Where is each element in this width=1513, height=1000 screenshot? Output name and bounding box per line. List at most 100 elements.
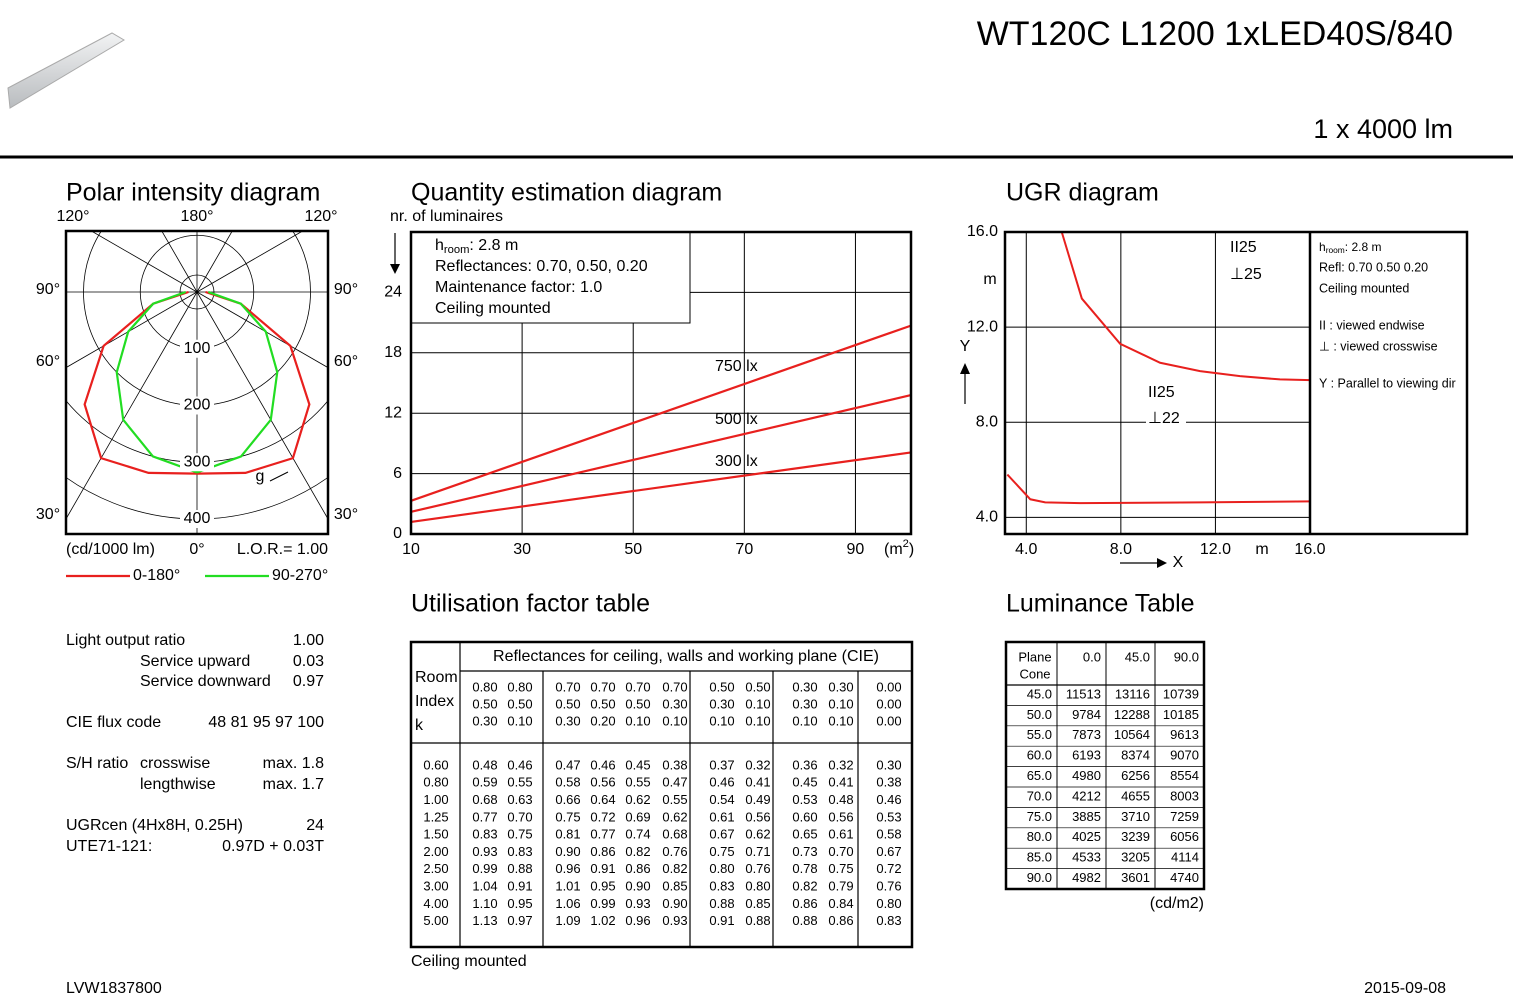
lor: L.O.R.= 1.00 — [237, 541, 328, 558]
reflectance: 0.30 — [555, 713, 580, 728]
utilisation-factor: 0.80 — [876, 896, 901, 911]
reflectance: 0.30 — [792, 696, 817, 711]
utilisation-factor: 0.75 — [507, 827, 532, 842]
utilisation-factor: 0.32 — [745, 757, 770, 772]
utilisation-factor: 0.97 — [507, 913, 532, 928]
utilisation-factor: 0.86 — [590, 844, 615, 859]
utilisation-factor: 0.36 — [792, 757, 817, 772]
utilisation-factor: 0.75 — [555, 809, 580, 824]
utilisation-factor: 0.56 — [828, 809, 853, 824]
luminance-value: 4114 — [1171, 850, 1199, 865]
luminance-value: 9070 — [1170, 748, 1199, 763]
utilisation-factor: 0.62 — [745, 827, 770, 842]
product-title: WT120C L1200 1xLED40S/840 — [977, 15, 1453, 53]
utilisation-factor: 0.61 — [709, 809, 734, 824]
ring-label-bg — [180, 396, 214, 415]
utilisation-factor: 0.85 — [745, 896, 770, 911]
reflectance: 0.50 — [590, 696, 615, 711]
utilisation-factor: 0.58 — [555, 775, 580, 790]
intensity-curve — [196, 290, 311, 475]
utilisation-factor: 0.83 — [876, 913, 901, 928]
utilisation-factor: 0.82 — [625, 844, 650, 859]
radial-line — [196, 291, 328, 369]
luminaire-image — [7, 32, 125, 109]
utilisation-factor: 0.56 — [745, 809, 770, 824]
ring-label-bg — [180, 339, 214, 358]
utilisation-factor: 0.83 — [472, 827, 497, 842]
utilisation-factor: 0.88 — [709, 896, 734, 911]
utilisation-factor: 0.38 — [662, 757, 687, 772]
utilisation-factor: 1.01 — [555, 879, 580, 894]
y-tick-label: 4.0 — [976, 509, 998, 526]
spec-text: 0.03 — [293, 653, 324, 670]
reflectance: 0.70 — [662, 679, 687, 694]
line-label: 750 lx — [715, 358, 758, 375]
utilisation-factor: 0.91 — [709, 913, 734, 928]
utilisation-factor: 0.80 — [745, 879, 770, 894]
polar-plot — [66, 231, 328, 534]
table-footer: Ceiling mounted — [411, 953, 527, 970]
reflectance: 0.50 — [745, 679, 770, 694]
luminance-value: 4655 — [1121, 788, 1150, 803]
y-tick-label: 18 — [384, 344, 402, 361]
info-line-part: : 2.8 m — [469, 237, 518, 254]
utilisation-factor: 0.46 — [507, 757, 532, 772]
y-tick-label: 12 — [384, 404, 402, 421]
reflectance: 0.30 — [662, 696, 687, 711]
legend-line: ⊥ : viewed crosswise — [1319, 339, 1438, 353]
utilisation-factor: 1.06 — [555, 896, 580, 911]
utilisation-factor: 0.55 — [507, 775, 532, 790]
reflectance: 0.10 — [828, 713, 853, 728]
table-frame — [409, 640, 914, 949]
angle-label: 30° — [334, 506, 358, 523]
flux: 1 x 4000 lm — [1313, 114, 1453, 144]
reflectance: 0.10 — [709, 713, 734, 728]
x-unit: (m2) — [884, 538, 914, 558]
ring-label: 200 — [184, 397, 211, 414]
utilisation-factor: 0.62 — [625, 792, 650, 807]
reflectance: 0.80 — [472, 679, 497, 694]
reflectance: 0.30 — [828, 679, 853, 694]
utilisation-factor: 0.41 — [828, 775, 853, 790]
luminance-value: 12288 — [1114, 707, 1150, 722]
ugr-value: II25 — [1148, 384, 1175, 401]
utilisation-factor: 0.49 — [745, 792, 770, 807]
utilisation-factor: 0.46 — [709, 775, 734, 790]
ring-label: 400 — [184, 510, 211, 527]
legend-line-part: room — [1326, 245, 1345, 255]
utilisation-factor: 0.61 — [828, 827, 853, 842]
utilisation-factor: 0.93 — [625, 896, 650, 911]
utilisation-factor: 0.83 — [507, 844, 532, 859]
legend-line-part: : 2.8 m — [1345, 240, 1382, 254]
annotation-bg — [1146, 409, 1186, 429]
inner-circle — [179, 274, 215, 310]
utilisation-factor: 0.91 — [590, 861, 615, 876]
utilisation-factor: 0.46 — [876, 792, 901, 807]
column-head: 90.0 — [1174, 649, 1199, 664]
utilisation-factor: 0.62 — [662, 809, 687, 824]
utilisation-factor: 0.86 — [625, 861, 650, 876]
utilisation-factor: 0.95 — [507, 896, 532, 911]
utilisation-factor: 0.90 — [662, 896, 687, 911]
utilisation-factor: 0.86 — [828, 913, 853, 928]
ugr-curve — [1006, 473, 1311, 505]
illuminance-line — [410, 324, 912, 502]
luminance-value: 6193 — [1072, 748, 1101, 763]
luminance-value: 4980 — [1072, 768, 1101, 783]
utilisation-factor: 0.83 — [709, 879, 734, 894]
utilisation-factor: 0.37 — [709, 757, 734, 772]
section-title: Utilisation factor table — [411, 590, 650, 618]
utilisation-factor: 0.65 — [792, 827, 817, 842]
utilisation-factor: 0.93 — [472, 844, 497, 859]
luminance-value: 50.0 — [1027, 707, 1052, 722]
utilisation-factor: 0.77 — [472, 809, 497, 824]
luminance-value: 3710 — [1121, 809, 1150, 824]
angle-label: 180° — [180, 208, 213, 225]
row-head: Index — [415, 693, 454, 710]
annotation-bg — [1228, 238, 1268, 258]
utilisation-factor: 1.09 — [555, 913, 580, 928]
utilisation-factor: 0.74 — [625, 827, 650, 842]
utilisation-factor: 0.38 — [876, 775, 901, 790]
axis-label: Y — [960, 338, 971, 355]
